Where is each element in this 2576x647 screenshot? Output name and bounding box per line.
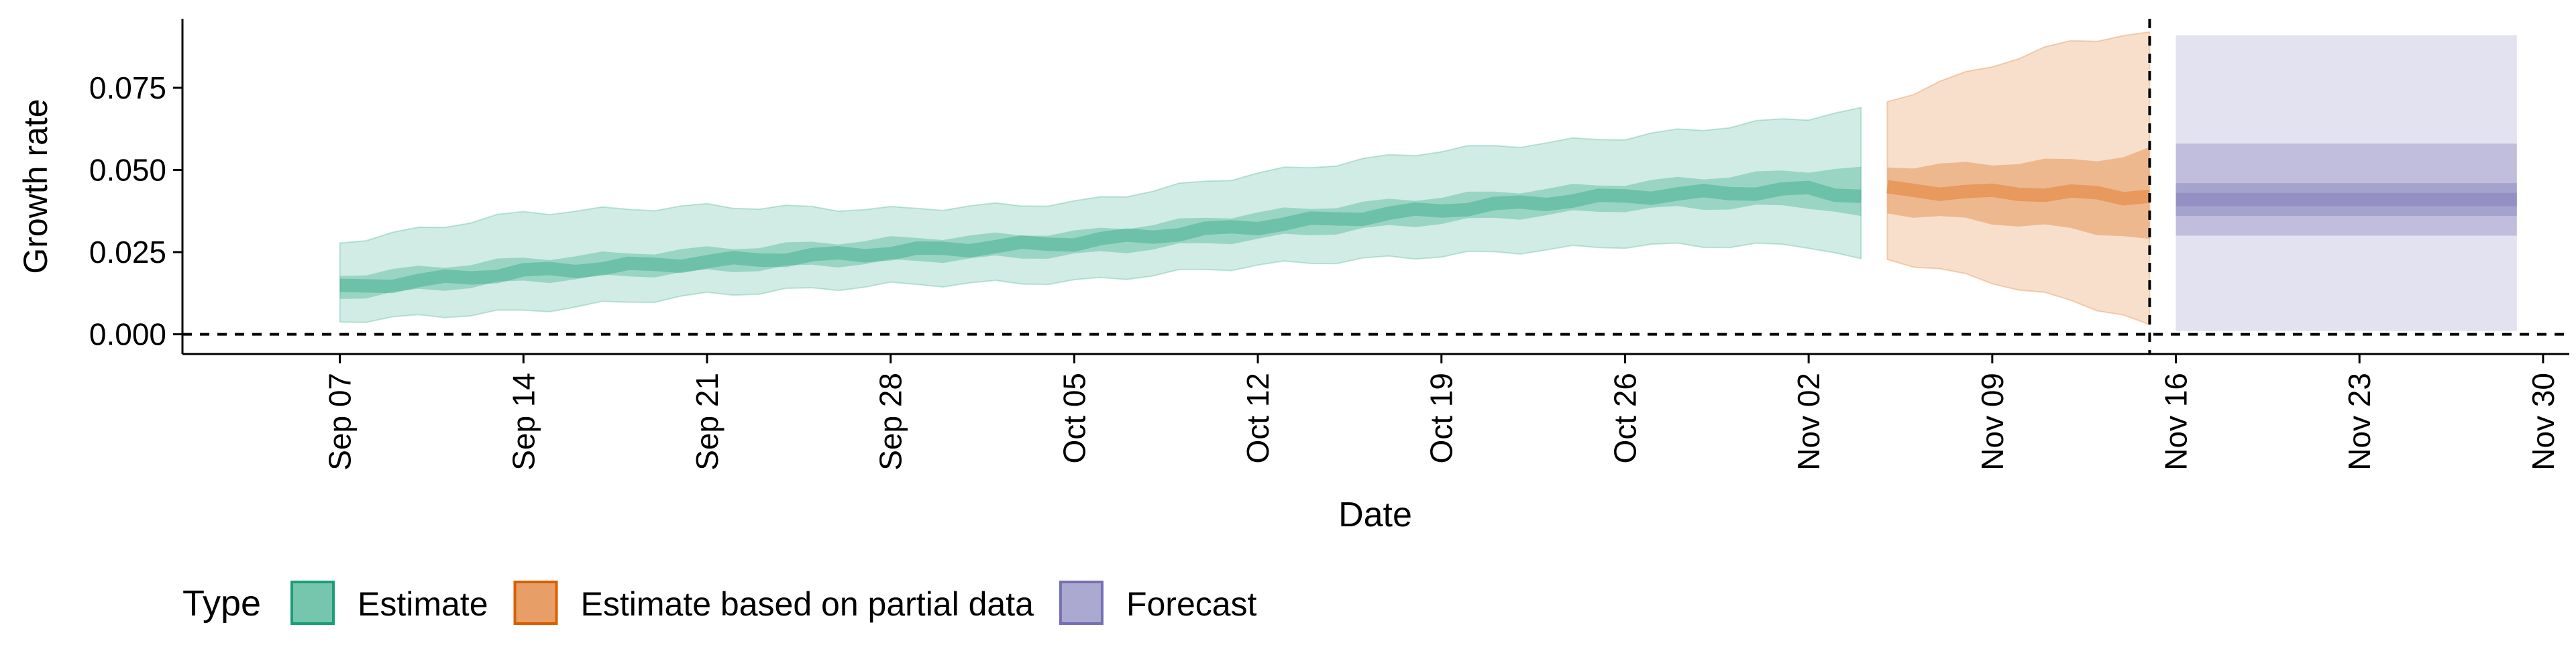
y-tick-label: 0.075 [89,70,166,105]
x-tick-label: Oct 26 [1607,373,1642,464]
legend: Type Estimate Estimate based on partial d… [182,581,1257,625]
estimate-legend-label: Estimate [358,585,488,623]
x-axis-ticks: Sep 07 Sep 14 Sep 21 Sep 28 Oct 05 Oct 12 Oct … [323,354,2561,471]
x-tick-label: Nov 30 [2526,373,2561,471]
estimate-based-on-partial-data-legend-label: Estimate based on partial data [581,585,1034,623]
estimate-legend-key [290,581,335,625]
estimate-based-on-partial-data-median-line [1886,180,2151,206]
x-tick-label: Oct 05 [1057,373,1091,464]
x-tick-label: Sep 07 [323,373,358,471]
y-tick-label: 0.025 [89,235,166,270]
forecast-legend-key [1059,581,1104,625]
x-tick-label: Nov 09 [1975,373,2010,471]
forecast-band-95 [2176,35,2517,331]
estimate-median-line [339,180,1862,294]
x-tick-label: Sep 21 [690,373,724,471]
median-lines [339,180,2517,294]
x-tick-label: Sep 28 [873,373,908,471]
estimate-based-on-partial-data-band-50 [1887,147,2150,239]
forecast-band-50 [2176,183,2517,217]
y-axis-ticks: 0.000 0.025 0.050 0.075 [89,70,182,352]
x-tick-label: Sep 14 [506,373,541,471]
y-tick-label: 0.000 [89,317,166,352]
forecast-band-90 [2176,143,2517,236]
x-axis-label: Date [1338,495,1412,534]
uncertainty-bands [339,31,2517,331]
y-axis-label: Growth rate [17,99,54,274]
legend-title: Type [182,583,261,624]
forecast-legend-label: Forecast [1126,585,1257,623]
x-tick-label: Nov 02 [1791,373,1826,471]
reference-lines [182,19,2569,354]
x-tick-label: Oct 19 [1424,373,1459,464]
estimate-band-50 [339,166,1862,299]
x-tick-label: Nov 23 [2342,373,2377,471]
x-tick-label: Oct 12 [1240,373,1275,464]
estimate-based-on-partial-data-legend-key [513,581,558,625]
estimate-band-90 [339,107,1862,323]
y-tick-label: 0.050 [89,152,166,187]
x-tick-label: Nov 16 [2159,373,2194,471]
